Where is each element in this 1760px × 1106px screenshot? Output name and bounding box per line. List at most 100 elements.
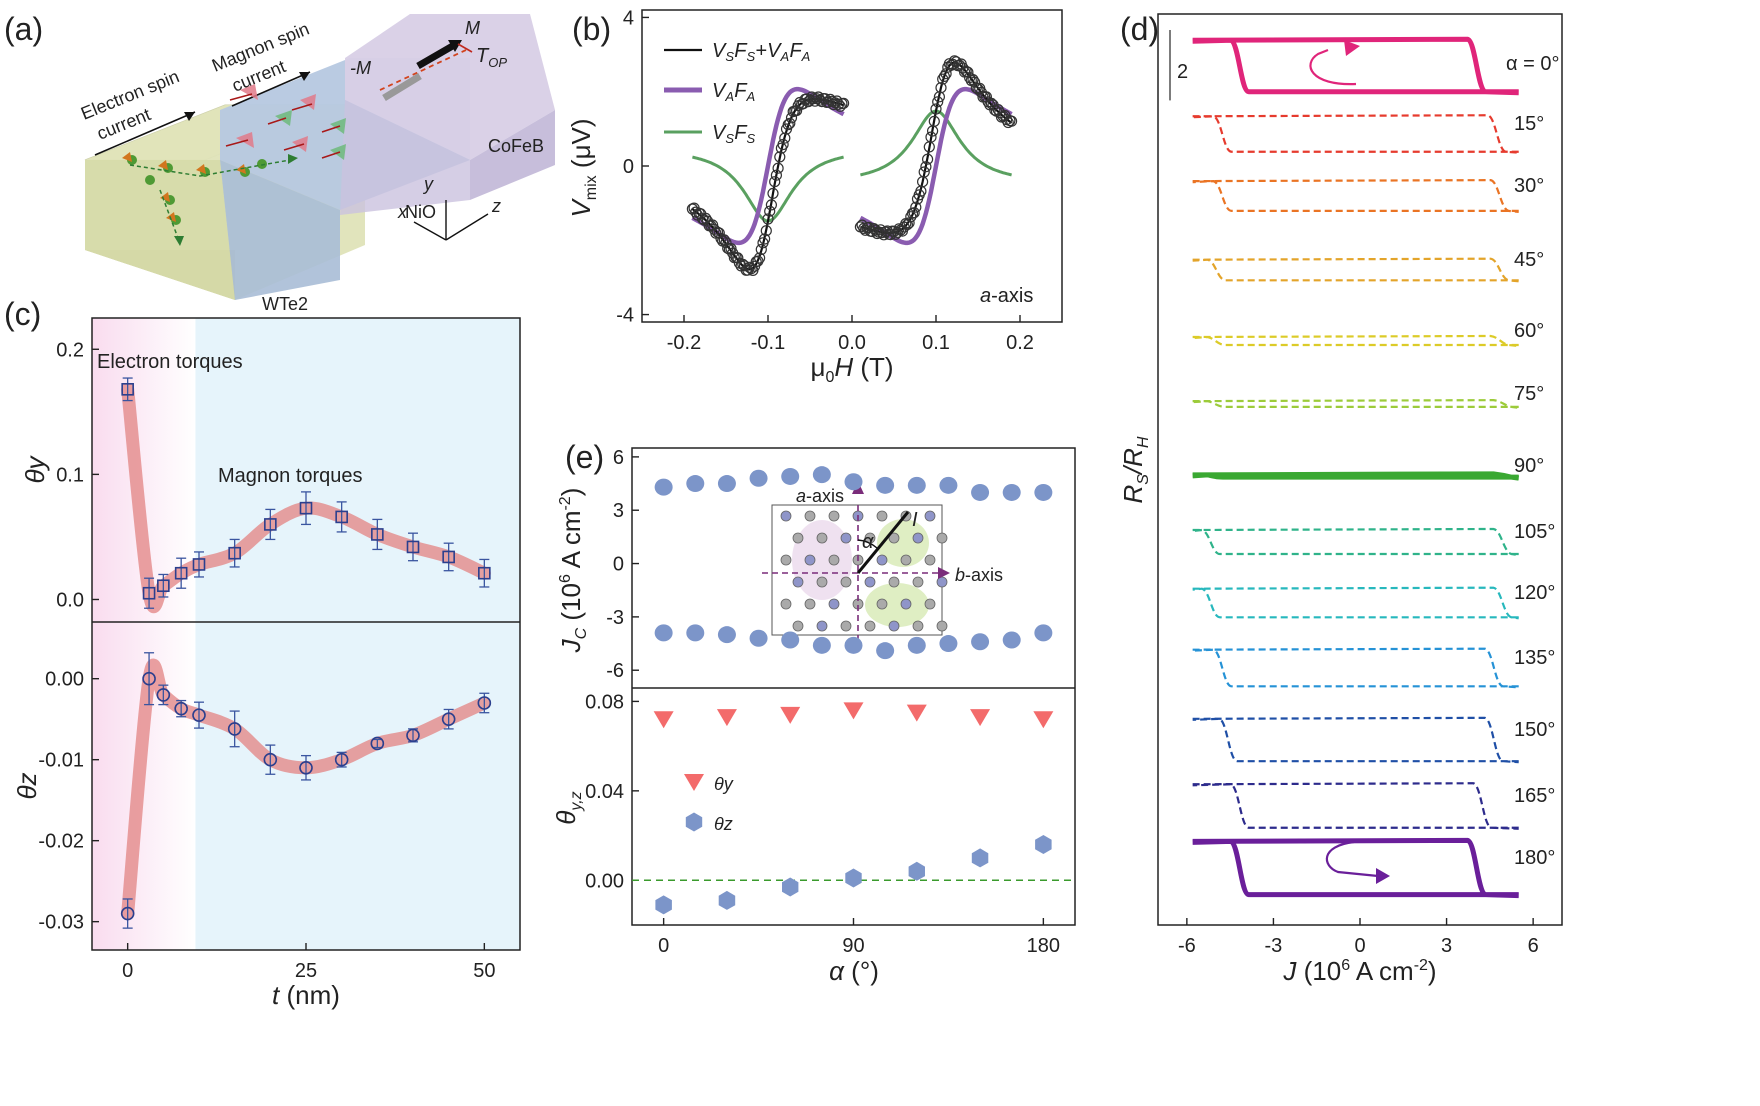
jc-negative-point [907, 636, 926, 654]
cofeb-label: CoFeB [488, 136, 544, 156]
b-x-tick-label: 0.0 [838, 332, 866, 354]
d-ylabel: RS/RH [1118, 436, 1152, 503]
panel-label-a: (a) [4, 11, 43, 47]
loop-label-10: 150° [1514, 719, 1555, 741]
magnon-current-arrow [231, 71, 311, 107]
d-ylabel-part: H [1135, 436, 1152, 448]
data-point [753, 252, 766, 264]
c-bot-data-point [192, 708, 206, 722]
e-top-ylabel-part: J [556, 638, 586, 653]
axis-y-label: y [422, 174, 434, 194]
inset-atom [792, 620, 804, 632]
c-bot-data-point [142, 671, 156, 686]
data-point [910, 201, 922, 213]
switching-loop-2 [1192, 179, 1519, 213]
legend-text: F [734, 122, 748, 144]
inset-atom [792, 532, 804, 544]
d-ylabel-part: R [1118, 485, 1148, 504]
inset-atom [780, 598, 792, 610]
panel-label-e: (e) [565, 439, 604, 475]
jc-positive-point [1002, 483, 1021, 501]
legend-text: F [734, 80, 748, 102]
legend-text: F [789, 40, 803, 62]
theta-z-point [1035, 835, 1052, 854]
c-bot-data-point [334, 752, 349, 767]
d-xlabel-part: J [1282, 956, 1297, 986]
c-bot-data-point [477, 696, 492, 710]
e-top-ylabel-part: ) [556, 488, 586, 497]
c-top-data-point [299, 501, 313, 515]
legend-text: A [746, 89, 756, 104]
inset-purple-region [792, 520, 852, 600]
e-x-tick-label: 90 [842, 935, 864, 957]
switching-loop-7 [1192, 527, 1519, 557]
loop-label-2: 30° [1514, 175, 1544, 197]
theta-y-point [716, 709, 737, 727]
c-bot-data-point [156, 688, 171, 702]
electron-path-head [288, 154, 298, 164]
loop-label-6: 90° [1514, 455, 1544, 477]
data-point [760, 225, 772, 237]
jc-positive-point [749, 469, 768, 487]
e-top-y-tick-label: -6 [606, 660, 624, 682]
e-bot-ylabel-part: y,z [568, 791, 585, 811]
inset-a-axis-label: a-axis [796, 486, 844, 506]
ann-rest: -axis [991, 285, 1033, 307]
theta-z-point [782, 877, 799, 897]
e-x-tick-label: 0 [658, 935, 669, 957]
torque-dashed [379, 49, 467, 91]
magnon-arrowhead [299, 72, 310, 81]
data-point [765, 199, 778, 211]
data-point [834, 100, 846, 112]
legend-theta-z-label: θz [714, 814, 733, 834]
loop-label-4: 60° [1514, 320, 1544, 342]
inset-atom [924, 554, 936, 566]
jc-positive-point [686, 475, 705, 493]
c-top-y-tick-label: 0.0 [56, 589, 84, 611]
e-top-ylabel: JC (106 A cm-2) [556, 488, 590, 654]
jc-negative-point [876, 642, 895, 660]
c-xlabel-part: (nm) [279, 980, 340, 1010]
switching-loop-9 [1192, 647, 1519, 689]
d-x-tick-label: 0 [1354, 935, 1365, 957]
data-point [937, 73, 949, 85]
data-point [933, 91, 946, 103]
d-ylabel-part: /R [1118, 448, 1148, 476]
b-xlabel: μ0H (T) [810, 352, 893, 386]
legend-theta-y-label: θy [714, 774, 734, 794]
theta-z-point [908, 861, 925, 881]
loop-direction-arrow-12 [1325, 840, 1379, 878]
inset-b-axis-label: b-axis [955, 565, 1003, 585]
b-xlabel-part: H [834, 352, 853, 382]
e-top-ylabel-part: (10 [556, 583, 586, 628]
inset-atom [828, 554, 840, 566]
electron-path [129, 159, 291, 177]
e-top-ylabel-part: C [573, 627, 590, 639]
legend-text: A [780, 49, 790, 64]
inset-atom [936, 620, 948, 632]
c-top-data-point [121, 383, 134, 396]
legend-label-2: VS FS [712, 122, 756, 146]
c-top-data-point [371, 528, 384, 541]
inset-atom [900, 554, 912, 566]
c-bot-data-point [174, 701, 188, 716]
inset-b-rest: -axis [965, 565, 1003, 585]
b-ylabel: Vmix (μV) [566, 118, 600, 217]
magnon-arrows [225, 93, 341, 159]
data-point [928, 115, 940, 127]
switching-loop-6 [1192, 471, 1520, 481]
jc-negative-point [939, 635, 958, 653]
theta-y-point [653, 711, 674, 729]
data-point [769, 176, 781, 188]
electron-torques-label: Electron torques [97, 351, 243, 373]
inset-atom [912, 576, 924, 588]
inset-atom [912, 532, 924, 544]
ann-a: a [980, 285, 991, 307]
electron-region [92, 318, 196, 950]
e-top-ylabel-part: A cm [556, 511, 586, 575]
jc-negative-point [812, 636, 831, 654]
d-xlabel-part: A cm [1350, 956, 1414, 986]
data-point [925, 131, 937, 143]
d-xlabel-part: (10 [1296, 956, 1341, 986]
